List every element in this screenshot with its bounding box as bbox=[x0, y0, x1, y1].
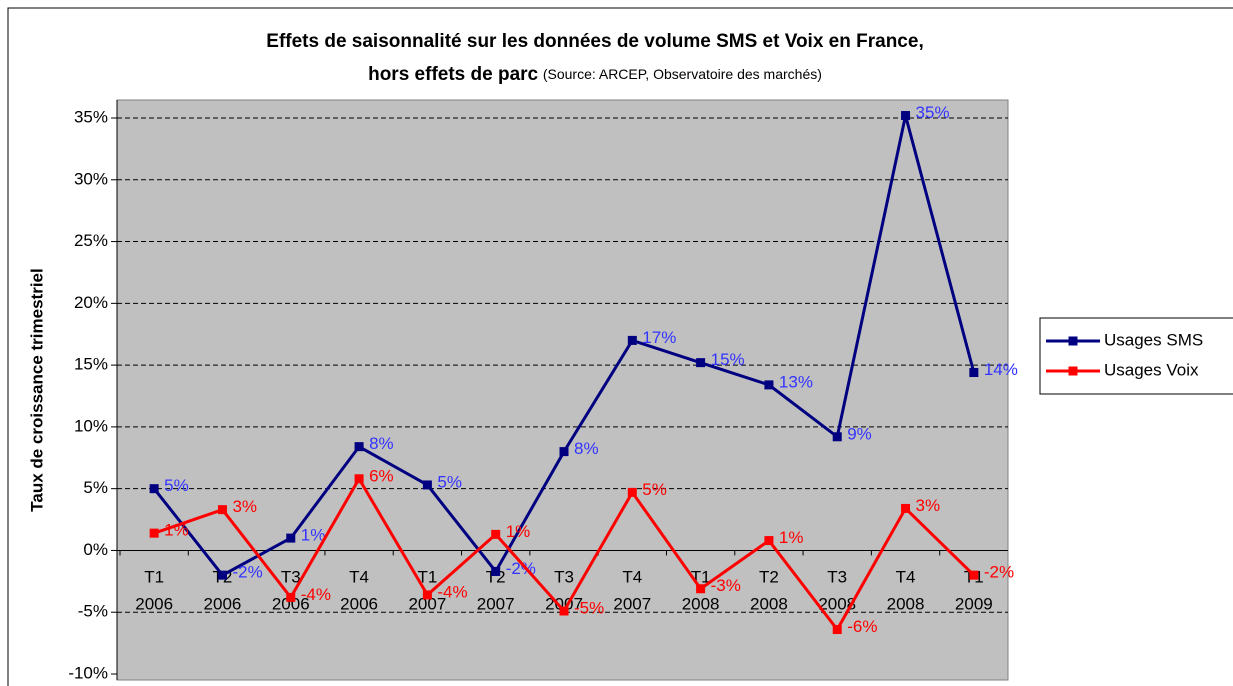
y-tick-label: 10% bbox=[74, 416, 108, 435]
legend-label: Usages SMS bbox=[1104, 330, 1203, 349]
marker bbox=[354, 442, 364, 452]
x-tick-label: T1 2007 bbox=[408, 568, 446, 614]
marker bbox=[217, 505, 227, 515]
marker bbox=[764, 380, 774, 390]
data-label: 1% bbox=[506, 522, 531, 541]
data-label: 15% bbox=[711, 350, 745, 369]
y-axis-title: Taux de croissance trimestriel bbox=[27, 268, 46, 511]
x-tick-label: T4 2006 bbox=[340, 568, 378, 614]
data-label: 5% bbox=[437, 472, 462, 491]
marker bbox=[422, 590, 432, 600]
marker bbox=[969, 570, 979, 580]
data-label: 5% bbox=[164, 476, 189, 495]
x-tick-label: T2 2008 bbox=[750, 568, 788, 614]
marker bbox=[627, 487, 637, 497]
data-label: 8% bbox=[574, 439, 599, 458]
y-tick-label: 35% bbox=[74, 107, 108, 126]
x-tick-label: T4 2008 bbox=[887, 568, 925, 614]
y-tick-label: 30% bbox=[74, 169, 108, 188]
data-label: 13% bbox=[779, 372, 813, 391]
plot-area bbox=[116, 99, 1009, 681]
data-label: 1% bbox=[301, 526, 326, 545]
chart-source: (Source: ARCEP, Observatoire des marchés… bbox=[543, 66, 822, 82]
marker bbox=[696, 358, 706, 368]
data-label: 5% bbox=[642, 480, 667, 499]
chart-title-line2: hors effets de parc (Source: ARCEP, Obse… bbox=[368, 64, 822, 85]
marker bbox=[422, 480, 432, 490]
x-tick-label: T2 2007 bbox=[477, 568, 515, 614]
marker bbox=[354, 474, 364, 484]
marker bbox=[832, 625, 842, 635]
x-tick-label: T1 2006 bbox=[135, 568, 173, 614]
chart-title: hors effets de parc bbox=[368, 64, 538, 85]
marker bbox=[286, 592, 296, 602]
data-label: 17% bbox=[642, 328, 676, 347]
marker bbox=[901, 503, 911, 513]
data-label: 1% bbox=[164, 521, 189, 540]
legend-label: Usages Voix bbox=[1104, 360, 1199, 379]
data-label: -2% bbox=[984, 563, 1014, 582]
y-tick-label: 20% bbox=[74, 293, 108, 312]
marker bbox=[491, 566, 501, 576]
marker bbox=[764, 536, 774, 546]
data-label: 3% bbox=[232, 497, 257, 516]
data-label: 3% bbox=[916, 496, 941, 515]
y-tick-label: 25% bbox=[74, 231, 108, 250]
marker bbox=[832, 432, 842, 442]
y-tick-label: 5% bbox=[83, 478, 108, 497]
marker bbox=[286, 533, 296, 543]
x-tick-label: T3 2006 bbox=[272, 568, 310, 614]
data-label: -6% bbox=[847, 617, 877, 636]
data-label: -5% bbox=[574, 598, 604, 617]
x-tick-label: T4 2007 bbox=[613, 568, 651, 614]
data-label: 35% bbox=[916, 103, 950, 122]
data-label: -4% bbox=[301, 585, 331, 604]
data-label: 1% bbox=[779, 528, 804, 547]
legend-marker bbox=[1068, 336, 1078, 346]
x-tick-label: T3 2008 bbox=[818, 568, 856, 614]
chart-title: Effets de saisonnalité sur les données d… bbox=[266, 31, 923, 52]
marker bbox=[491, 529, 501, 539]
marker bbox=[627, 335, 637, 345]
y-tick-label: 15% bbox=[74, 355, 108, 374]
data-label: 14% bbox=[984, 360, 1018, 379]
marker bbox=[559, 447, 569, 457]
data-label: -3% bbox=[711, 576, 741, 595]
data-label: -4% bbox=[437, 582, 467, 601]
marker bbox=[149, 484, 159, 494]
y-tick-label: -10% bbox=[68, 663, 108, 682]
marker bbox=[696, 584, 706, 594]
data-label: 6% bbox=[369, 466, 394, 485]
data-label: 9% bbox=[847, 424, 872, 443]
marker bbox=[969, 368, 979, 378]
data-label: -2% bbox=[232, 563, 262, 582]
marker bbox=[559, 606, 569, 616]
y-tick-label: -5% bbox=[78, 602, 108, 621]
legend bbox=[1039, 317, 1233, 395]
legend-marker bbox=[1068, 366, 1078, 376]
marker bbox=[149, 528, 159, 538]
marker bbox=[901, 111, 911, 121]
marker bbox=[217, 570, 227, 580]
data-label: 8% bbox=[369, 434, 394, 453]
y-tick-label: 0% bbox=[83, 540, 108, 559]
